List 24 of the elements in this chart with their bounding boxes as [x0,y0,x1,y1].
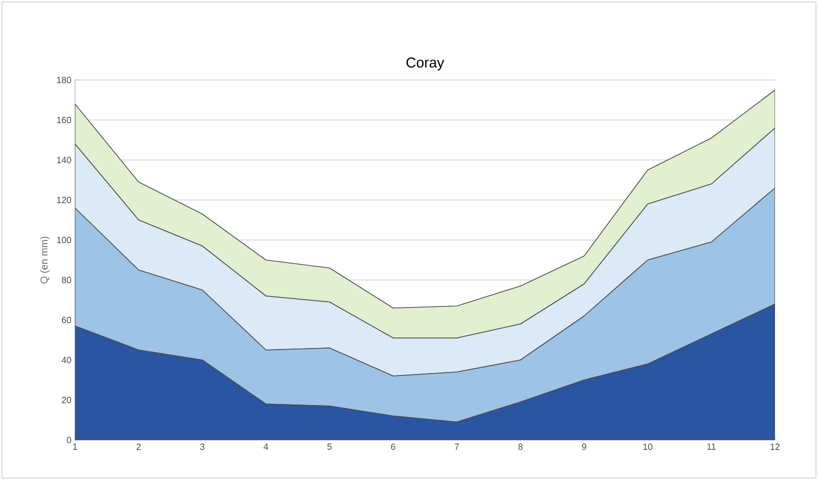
x-tick-label: 1 [73,444,78,450]
y-tick-label: 140 [57,156,72,164]
y-tick-label: 120 [57,196,72,204]
y-tick-label: 160 [57,116,72,124]
y-tick-label: 60 [62,316,72,324]
x-tick-label: 8 [518,444,523,450]
x-tick-label: 2 [136,444,141,450]
y-axis-title: Q (en mm) [40,236,50,284]
x-tick-label: 11 [707,444,716,450]
y-tick-label: 40 [62,356,72,364]
x-tick-label: 7 [454,444,459,450]
x-tick-label: 6 [391,444,396,450]
y-tick-label: 180 [57,76,72,84]
x-tick-label: 10 [643,444,652,450]
chart-title: Coray [406,57,444,70]
y-tick-label: 20 [62,396,72,404]
x-tick-label: 4 [264,444,268,450]
y-tick-label: 0 [66,436,72,444]
x-tick-label: 12 [770,444,780,450]
x-tick-label: 3 [200,444,204,450]
x-tick-label: 9 [582,444,586,450]
y-tick-label: 100 [57,236,72,244]
y-tick-label: 80 [62,276,72,284]
x-tick-label: 5 [327,444,332,450]
